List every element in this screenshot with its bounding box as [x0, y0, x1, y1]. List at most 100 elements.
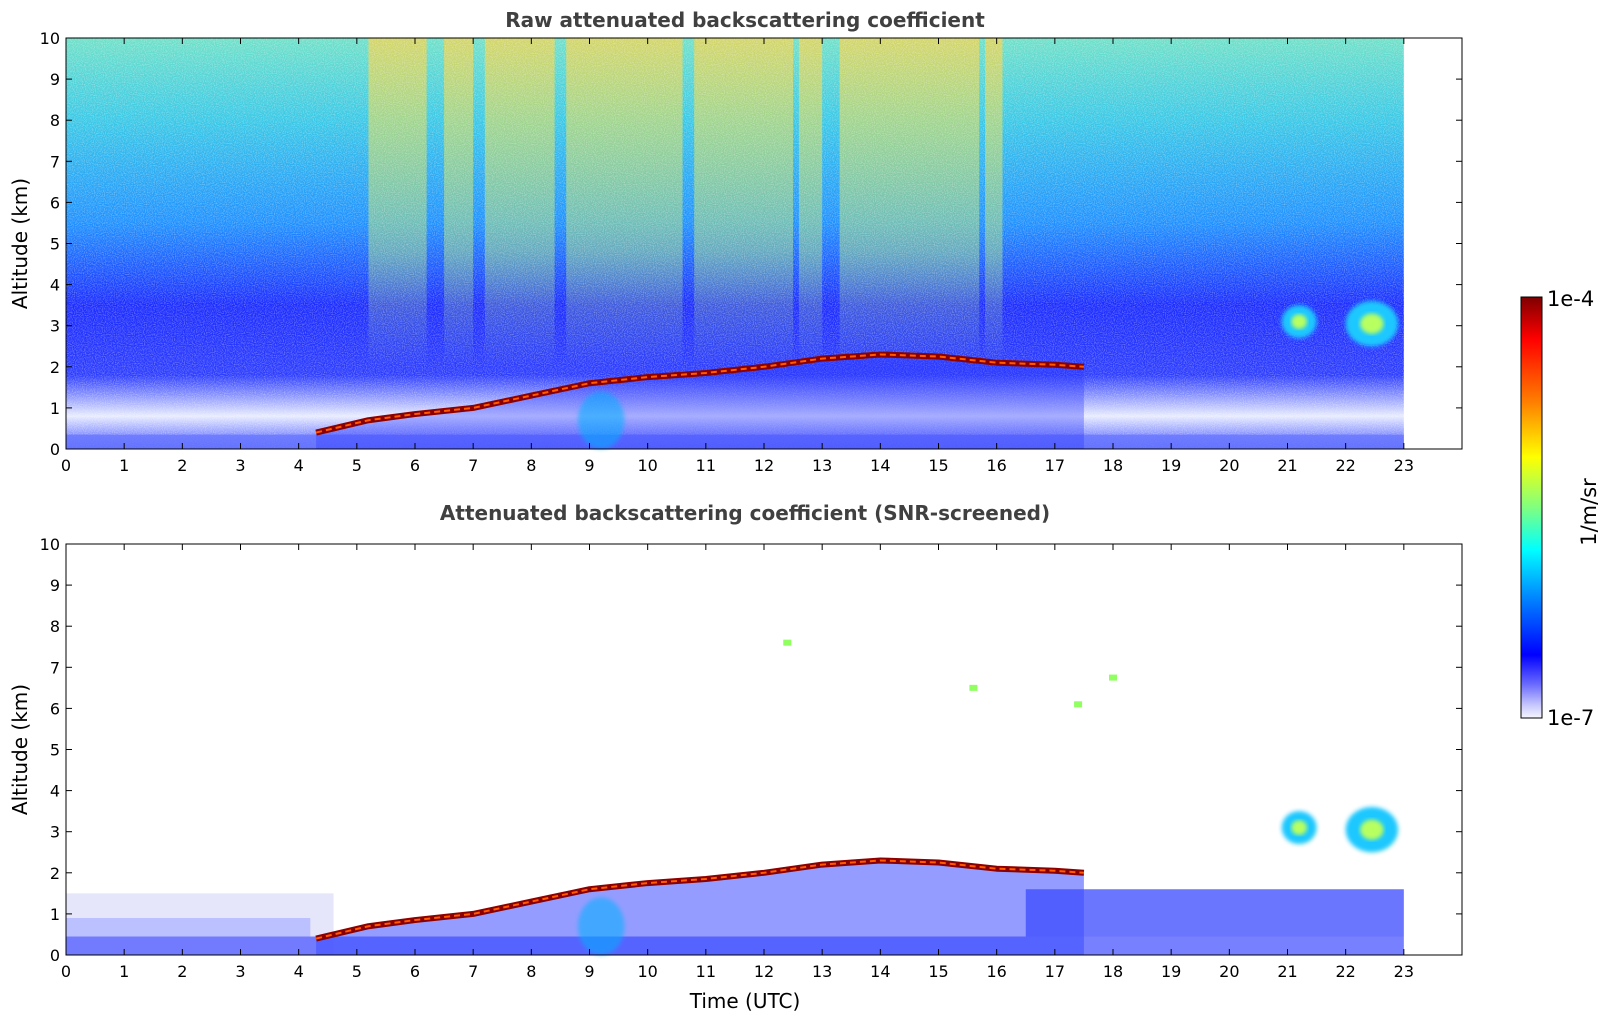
- x-tick-label: 0: [61, 456, 71, 475]
- raw-backscatter-panel: Raw attenuated backscattering coefficien…: [8, 8, 1463, 475]
- snr-x-axis-ticks: 0 1 2 3 4 5 6 7 8 9 10 11 12 13 14 15 16 17 18 19 20 21 22 23: [61, 544, 1414, 981]
- x-tick-label: 12: [754, 962, 774, 981]
- x-tick-label: 18: [1103, 456, 1123, 475]
- x-tick-label: 10: [637, 456, 657, 475]
- y-tick-label: 9: [50, 70, 60, 89]
- x-tick-label: 11: [696, 962, 716, 981]
- x-tick-label: 6: [410, 456, 420, 475]
- x-tick-label: 16: [986, 962, 1006, 981]
- x-tick-label: 10: [637, 962, 657, 981]
- x-tick-label: 23: [1394, 962, 1414, 981]
- raw-panel-title: Raw attenuated backscattering coefficien…: [505, 8, 985, 32]
- x-tick-label: 1: [119, 962, 129, 981]
- x-tick-label: 19: [1161, 456, 1181, 475]
- y-tick-label: 6: [50, 193, 60, 212]
- y-tick-label: 4: [50, 782, 60, 801]
- x-tick-label: 14: [870, 962, 890, 981]
- x-tick-label: 13: [812, 456, 832, 475]
- snr-heatmap-area: [66, 639, 1404, 955]
- y-tick-label: 10: [40, 29, 60, 48]
- x-tick-label: 0: [61, 962, 71, 981]
- raw-heatmap-area: [66, 38, 1404, 450]
- x-tick-label: 17: [1045, 456, 1065, 475]
- screened-speckle: [1109, 674, 1117, 681]
- x-tick-label: 5: [352, 962, 362, 981]
- y-tick-label: 3: [50, 317, 60, 336]
- cloud-core: [1291, 820, 1307, 835]
- y-tick-label: 0: [50, 440, 60, 459]
- x-tick-label: 15: [928, 456, 948, 475]
- x-tick-label: 7: [468, 962, 478, 981]
- boundary-layer-top-highlight: [315, 859, 1084, 940]
- y-tick-label: 6: [50, 699, 60, 718]
- y-tick-label: 8: [50, 111, 60, 130]
- colorbar-gradient: [1520, 296, 1543, 719]
- cloud-core: [1360, 313, 1384, 334]
- x-tick-label: 16: [986, 456, 1006, 475]
- cloud-core: [1291, 314, 1307, 329]
- colorbar: 1e-4 1e-7 1/m/sr: [1520, 287, 1601, 730]
- aerosol-mixed-layer: [316, 354, 1084, 449]
- y-tick-label: 1: [50, 905, 60, 924]
- y-tick-label: 5: [50, 741, 60, 760]
- x-tick-label: 14: [870, 456, 890, 475]
- y-tick-label: 5: [50, 235, 60, 254]
- y-tick-label: 1: [50, 399, 60, 418]
- x-tick-label: 22: [1335, 962, 1355, 981]
- x-tick-label: 4: [294, 456, 304, 475]
- x-tick-label: 3: [235, 962, 245, 981]
- snr-stable-layer: [66, 918, 311, 937]
- x-tick-label: 8: [526, 962, 536, 981]
- x-tick-label: 1: [119, 456, 129, 475]
- x-tick-label: 17: [1045, 962, 1065, 981]
- raw-surface-layer: [66, 434, 1404, 449]
- x-tick-label: 3: [235, 456, 245, 475]
- raw-y-axis-label: Altitude (km): [8, 178, 32, 309]
- screened-speckle: [783, 639, 792, 646]
- cloud-core: [1360, 819, 1384, 840]
- x-tick-label: 6: [410, 962, 420, 981]
- screened-speckle: [1074, 701, 1083, 708]
- y-tick-label: 9: [50, 576, 60, 595]
- raw-x-axis-ticks: 0 1 2 3 4 5 6 7 8 9 10 11 12 13 14 15 16 17 18 19 20 21 22 23: [61, 38, 1414, 475]
- x-tick-label: 13: [812, 962, 832, 981]
- y-tick-label: 2: [50, 864, 60, 883]
- x-tick-label: 2: [177, 962, 187, 981]
- y-tick-label: 10: [40, 535, 60, 554]
- raw-noise-overlay: [66, 38, 1404, 449]
- x-tick-label: 19: [1161, 962, 1181, 981]
- x-tick-label: 7: [468, 456, 478, 475]
- x-tick-label: 12: [754, 456, 774, 475]
- y-tick-label: 0: [50, 946, 60, 965]
- snr-y-axis-ticks: 0 1 2 3 4 5 6 7 8 9 10: [40, 535, 1462, 965]
- y-tick-label: 3: [50, 823, 60, 842]
- y-tick-label: 2: [50, 358, 60, 377]
- colorbar-max-label: 1e-4: [1547, 287, 1594, 311]
- snr-y-axis-label: Altitude (km): [8, 684, 32, 815]
- convective-plume: [577, 897, 625, 955]
- x-tick-label: 18: [1103, 962, 1123, 981]
- boundary-layer-top-highlight: [315, 353, 1084, 434]
- x-tick-label: 20: [1219, 456, 1239, 475]
- convective-plume: [577, 391, 625, 450]
- y-tick-label: 7: [50, 658, 60, 677]
- screened-speckle: [969, 684, 978, 691]
- y-tick-label: 7: [50, 152, 60, 171]
- x-tick-label: 23: [1394, 456, 1414, 475]
- x-tick-label: 2: [177, 456, 187, 475]
- snr-x-axis-label: Time (UTC): [689, 989, 801, 1013]
- snr-nocturnal-layer: [1025, 889, 1404, 937]
- snr-screened-panel: Attenuated backscattering coefficient (S…: [8, 501, 1463, 1013]
- x-tick-label: 20: [1219, 962, 1239, 981]
- x-tick-label: 4: [294, 962, 304, 981]
- x-tick-label: 21: [1277, 962, 1297, 981]
- x-tick-label: 15: [928, 962, 948, 981]
- colorbar-min-label: 1e-7: [1547, 706, 1594, 730]
- raw-y-axis-ticks: 0 1 2 3 4 5 6 7 8 9 10: [40, 29, 1462, 459]
- y-tick-label: 8: [50, 617, 60, 636]
- x-tick-label: 5: [352, 456, 362, 475]
- x-tick-label: 22: [1335, 456, 1355, 475]
- x-tick-label: 9: [584, 962, 594, 981]
